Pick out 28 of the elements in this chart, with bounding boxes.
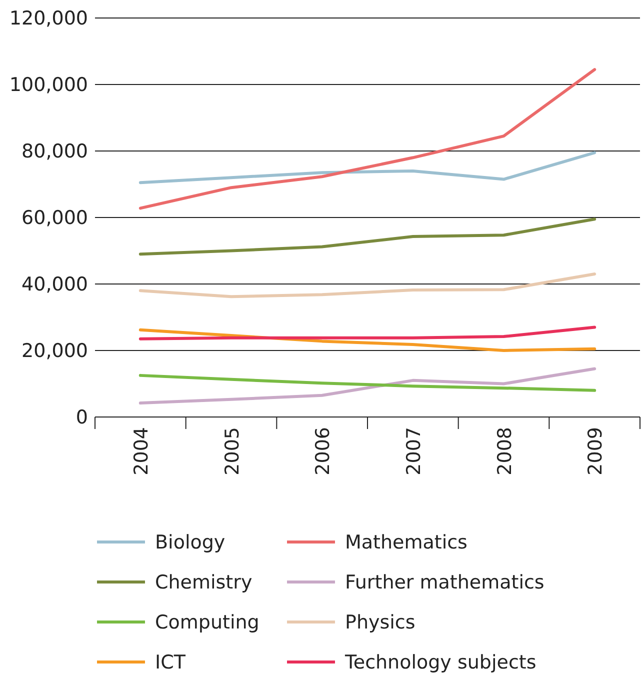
x-tick-label: 2008 (494, 427, 516, 476)
x-tick-label: 2009 (584, 427, 607, 476)
y-tick-label: 60,000 (22, 207, 88, 230)
line-series (138, 374, 596, 392)
legend-label: Further mathematics (345, 572, 544, 594)
line-series (138, 326, 596, 340)
x-tick-label: 2007 (402, 427, 425, 476)
legend-label: Physics (345, 612, 416, 634)
y-tick-label: 20,000 (22, 340, 88, 362)
x-tick-label: 2006 (312, 427, 334, 476)
x-tick-label: 2004 (130, 427, 152, 476)
legend-label: Chemistry (155, 572, 252, 594)
y-tick-label: 80,000 (22, 140, 88, 163)
y-tick-label: 0 (76, 406, 88, 429)
line-series (138, 272, 596, 298)
legend-label: Computing (155, 612, 260, 634)
line-series (138, 218, 596, 256)
legend-label: Biology (155, 532, 226, 554)
y-tick-label: 120,000 (9, 8, 88, 30)
x-tick-label: 2005 (221, 427, 244, 476)
y-tick-label: 100,000 (9, 74, 88, 96)
legend-label: Technology subjects (344, 652, 536, 674)
line-series (138, 151, 596, 184)
line-series (138, 68, 596, 210)
y-tick-label: 40,000 (22, 274, 88, 296)
legend-label: Mathematics (345, 532, 468, 554)
legend-label: ICT (155, 652, 186, 674)
line-series (138, 367, 596, 405)
